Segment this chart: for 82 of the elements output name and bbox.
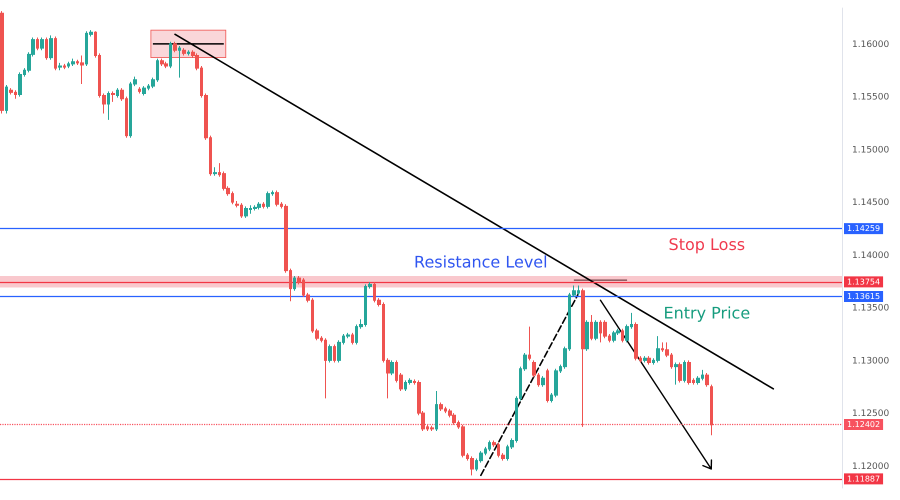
candlestick: [612, 330, 616, 343]
candlestick: [111, 90, 115, 102]
candlestick: [116, 88, 119, 98]
candlestick: [678, 362, 682, 384]
ref-line-label: 1.13754: [847, 277, 880, 286]
y-tick-label: 1.15000: [852, 145, 890, 156]
candlestick: [461, 424, 465, 458]
candlestick: [528, 326, 531, 361]
candlestick: [541, 376, 545, 388]
y-tick-label: 1.15500: [852, 92, 890, 103]
candlestick: [470, 456, 474, 476]
candlestick: [705, 372, 709, 388]
candlestick: [390, 360, 394, 376]
candlestick: [0, 10, 4, 114]
ref-line-label: 1.13615: [847, 292, 880, 302]
candlestick: [182, 48, 186, 56]
candlestick: [710, 384, 713, 436]
candlestick: [5, 84, 8, 114]
candlestick: [138, 86, 141, 94]
candlestick: [328, 344, 332, 363]
candlestick: [439, 402, 443, 412]
annotation: Stop Loss: [668, 234, 746, 254]
candlestick: [169, 41, 172, 69]
ref-line-label: 1.12402: [847, 420, 880, 429]
candlestick: [266, 191, 270, 209]
ref-line-label: 1.14259: [847, 224, 880, 234]
candlestick: [435, 390, 438, 432]
candlestick: [142, 86, 146, 96]
candlestick: [80, 54, 84, 84]
candlestick: [253, 204, 257, 212]
y-tick-label: 1.13500: [852, 304, 890, 314]
candlestick: [275, 190, 279, 207]
candlestick: [187, 50, 190, 56]
candlestick: [687, 360, 691, 386]
candlestick: [160, 58, 164, 67]
candlestick: [173, 41, 177, 53]
candlestick: [18, 72, 22, 98]
candlestick: [107, 90, 110, 120]
ref-line-label: 1.11887: [847, 474, 880, 484]
candlestick: [585, 320, 589, 352]
candlestick: [590, 314, 593, 341]
candlestick: [621, 328, 624, 343]
candlestick: [647, 356, 651, 366]
candlestick: [9, 88, 13, 96]
candlestick: [36, 37, 39, 51]
candlestick: [54, 36, 57, 71]
candlestick: [683, 360, 686, 384]
candlestick: [430, 425, 434, 432]
candlestick: [634, 322, 638, 361]
candlestick: [333, 344, 336, 363]
y-tick-label: 1.12000: [852, 462, 890, 472]
candlestick: [452, 412, 456, 426]
candlestick: [603, 320, 607, 339]
candlestick: [213, 166, 217, 176]
candlestick: [293, 275, 296, 292]
candlestick: [643, 356, 647, 363]
candlestick: [674, 362, 678, 386]
candlestick: [324, 338, 327, 399]
annotation: Resistance Level: [414, 252, 548, 272]
y-tick-label: 1.16000: [852, 40, 890, 50]
candlestick: [58, 62, 62, 71]
candlestick: [656, 336, 660, 363]
candlestick: [257, 202, 261, 210]
y-tick-label: 1.14000: [852, 250, 890, 261]
candlestick: [546, 368, 549, 404]
candlestick: [40, 37, 44, 51]
y-tick-label: 1.13000: [852, 356, 890, 366]
candlestick: [594, 320, 598, 341]
candlestick: [164, 61, 168, 69]
annotation: Entry Price: [663, 303, 750, 322]
y-tick-label: 1.12500: [852, 409, 890, 420]
candlestick: [488, 440, 491, 452]
candlestick: [581, 288, 585, 428]
candlestick: [45, 37, 48, 60]
y-tick-label: 1.14500: [852, 198, 890, 208]
candlestick: [351, 332, 354, 346]
candlestick: [71, 58, 75, 67]
candlestick: [63, 63, 66, 70]
candlestick: [49, 34, 53, 60]
candlestick: [178, 45, 181, 78]
candlestick: [262, 202, 265, 209]
candlestick: [244, 206, 248, 218]
